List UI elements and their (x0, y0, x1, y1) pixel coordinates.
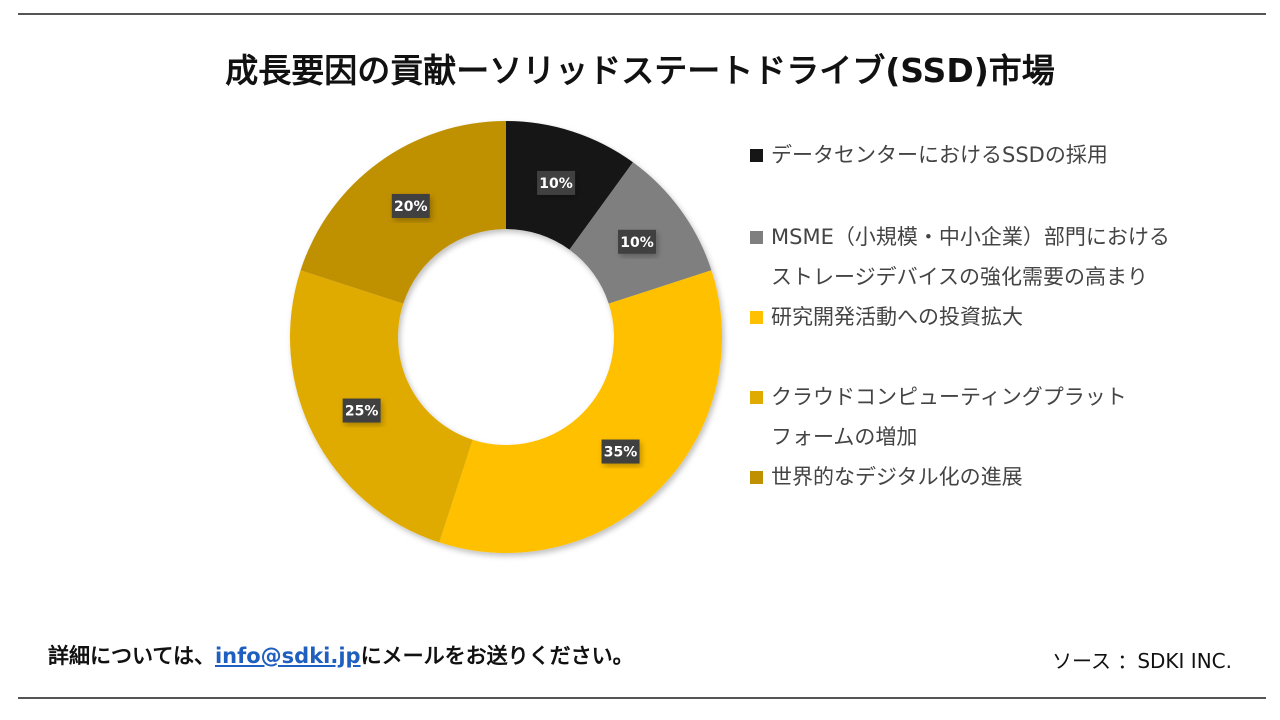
legend-label: MSME（小規模・中小企業）部門における ストレージデバイスの強化需要の高まり (771, 225, 1170, 289)
data-label-1: 10% (618, 229, 657, 254)
legend-swatch (750, 471, 763, 484)
donut-slice-2 (439, 270, 722, 553)
bottom-rule (18, 697, 1266, 699)
legend-item-0: データセンターにおけるSSDの採用 (750, 135, 1108, 175)
top-rule (18, 13, 1266, 15)
svg-text:35%: 35% (604, 445, 638, 461)
data-label-3: 25% (342, 398, 381, 423)
svg-text:25%: 25% (345, 404, 379, 420)
legend-item-2: 研究開発活動への投資拡大 (750, 297, 1023, 337)
svg-text:10%: 10% (620, 235, 654, 251)
svg-text:20%: 20% (394, 199, 428, 215)
legend-swatch (750, 149, 763, 162)
contact-prefix: 詳細については、 (48, 644, 215, 668)
data-label-4: 20% (391, 193, 430, 218)
data-label-2: 35% (601, 439, 640, 464)
legend-label: 世界的なデジタル化の進展 (771, 465, 1023, 489)
contact-suffix: にメールをお送りください。 (360, 644, 634, 668)
legend-item-1: MSME（小規模・中小企業）部門における ストレージデバイスの強化需要の高まり (750, 217, 1170, 297)
legend-label: 研究開発活動への投資拡大 (771, 305, 1023, 329)
contact-text: 詳細については、info@sdki.jpにメールをお送りください。 (48, 640, 634, 670)
legend-label: クラウドコンピューティングプラット フォームの増加 (771, 385, 1127, 449)
svg-text:10%: 10% (539, 176, 573, 192)
legend-item-3: クラウドコンピューティングプラット フォームの増加 (750, 377, 1127, 457)
chart-title: 成長要因の貢献ーソリッドステートドライブ(SSD)市場 (225, 51, 1055, 90)
legend-item-4: 世界的なデジタル化の進展 (750, 457, 1023, 497)
email-link[interactable]: info@sdki.jp (214, 644, 361, 668)
legend-swatch (750, 311, 763, 324)
donut-slice-3 (289, 270, 473, 543)
data-label-0: 10% (537, 170, 576, 195)
legend-swatch (750, 231, 763, 244)
source-text: ソース ：SDKI INC. (1051, 649, 1232, 673)
legend-swatch (750, 391, 763, 404)
legend-label: データセンターにおけるSSDの採用 (771, 143, 1108, 167)
